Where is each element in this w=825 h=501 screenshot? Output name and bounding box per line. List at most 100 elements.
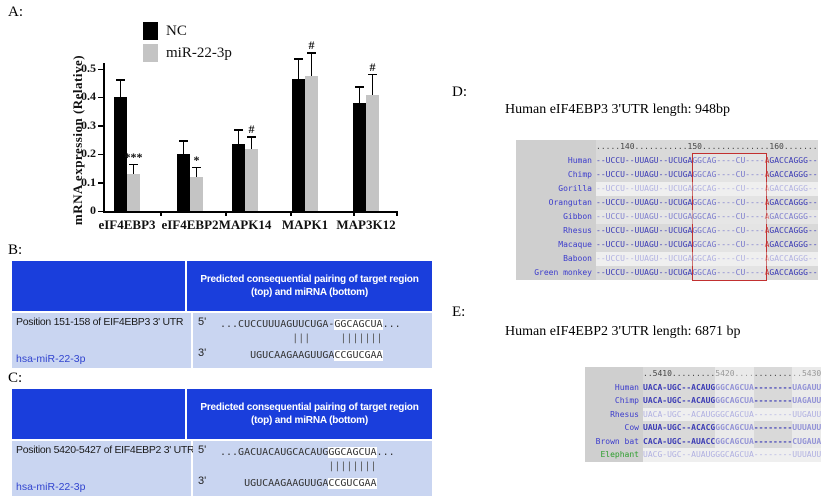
table-header: Predicted consequential pairing of targe… [12, 261, 432, 311]
species-sequence: UACG-UGC--AUAUGGGCAGCUA--------UUUAUU [643, 448, 822, 462]
bar-NC-MAP3K12 [353, 103, 366, 211]
error-bar [182, 141, 185, 155]
significance-marker: # [308, 38, 315, 53]
error-bar [132, 164, 135, 175]
species-name: Cow [585, 421, 643, 435]
table-header: Predicted consequential pairing of targe… [12, 389, 432, 439]
eif4ebp3-alignment: .....140...........150..............160.… [516, 140, 818, 281]
error-bar-cap [116, 79, 125, 81]
significance-marker: *** [124, 149, 143, 164]
conserved-red-base: A [764, 198, 770, 207]
bar-NC-eIF4EBP2 [177, 154, 190, 211]
table-header-empty-cell [12, 389, 187, 439]
conserved-red-base: A [764, 184, 770, 193]
mirna-sequence-line: 3' UGUCAAGAAGUUGACCGUCGAA [198, 475, 377, 489]
species-sequence: UAUA-UGC--ACACGGGCAGCUA--------UUUAUU [643, 421, 822, 435]
error-bar-cap [294, 58, 303, 60]
species-sequence: --UCCU--UUAGU--UCUGAGGCAG----CU----AGACC… [596, 266, 818, 280]
seed-highlight: CCGUCGAA [328, 478, 377, 489]
error-bar-cap [247, 136, 256, 138]
panel-b-label: B: [8, 242, 23, 258]
species-name: Green monkey [516, 266, 596, 280]
error-bar [371, 74, 374, 95]
legend-label-mir: miR-22-3p [166, 44, 232, 61]
species-sequence: --UCCU--UUAGU--UCUGAGGCAG----CU----AGACC… [596, 252, 818, 266]
alignment-row: Rhesus --UCCU--UUAGU--UCUGAGGCAG----CU---… [516, 224, 818, 238]
error-bar-cap [307, 52, 316, 54]
species-sequence: --UCCU--UUAGU--UCUGAGGCAG----CU----AGACC… [596, 210, 818, 224]
error-bar-cap [192, 166, 201, 169]
table-header-pairing-cell: Predicted consequential pairing of targe… [187, 389, 432, 439]
x-axis [103, 211, 397, 213]
error-bar [119, 80, 122, 98]
bar-chart: mRNA expression (Relative) NC miR-22-3p … [0, 0, 440, 245]
legend-item-nc: NC [143, 20, 232, 42]
target-position-label: Position 5420-5427 of EIF4EBP2 3' UTR [16, 444, 195, 456]
targetscan-table-eif4ebp2: Predicted consequential pairing of targe… [12, 389, 432, 496]
mirna-name: hsa-miR-22-3p [16, 481, 86, 493]
table-body: Position 151-158 of EIF4EBP3 3' UTR hsa-… [12, 311, 432, 368]
error-bar [250, 137, 253, 149]
category-label: eIF4EBP2 [161, 217, 219, 232]
conserved-red-base: A [764, 170, 770, 179]
y-tick [98, 153, 103, 156]
position-ruler: .....140...........150..............160.… [596, 140, 818, 154]
x-tick [396, 211, 398, 216]
species-sequence: --UCCU--UUAGU--UCUGAGGCAG----CU----AGACC… [596, 154, 818, 168]
y-tick-label: 0.1 [81, 174, 96, 189]
species-name: Orangutan [516, 196, 596, 210]
eif4ebp3-utr-title: Human eIF4EBP3 3'UTR length: 948bp [505, 102, 730, 117]
x-tick [290, 211, 292, 216]
species-name: Rhesus [516, 224, 596, 238]
eif4ebp2-alignment: ..5410.........5420..............5430 Hum… [585, 367, 822, 462]
pairing-bars-line: ||| ||||||| [220, 333, 383, 344]
species-sequence: --UCCU--UUAGU--UCUGAGGCAG----CU----AGACC… [596, 238, 818, 252]
legend-swatch-mir [143, 44, 158, 62]
alignment-row: Brown bat CACA-UGC--AUACCGGCAGCUA--------… [585, 434, 822, 448]
species-sequence: --UCCU--UUAGU--UCUGAGGCAG----CU----AGACC… [596, 168, 818, 182]
alignment-row: Human UACA-UGC--ACAUGGGCAGCUA--------UAGA… [585, 380, 822, 394]
panel-a-label: A: [8, 4, 23, 20]
bar-miR-22-3p-MAPK1 [305, 76, 318, 211]
significance-marker: * [193, 152, 200, 167]
species-name: Human [585, 380, 643, 394]
species-sequence: UACA-UGC--ACAUGGGCAGCUA--------UUGAUU [643, 407, 822, 421]
legend-item-mir: miR-22-3p [143, 42, 232, 64]
species-name: Brown bat [585, 434, 643, 448]
y-tick-label: 0.4 [81, 89, 96, 104]
target-sequence-line: 5' ...CUCCUUUAGUUCUGA-GGCAGCUA... [198, 316, 401, 330]
species-name: Rhesus [585, 407, 643, 421]
eif4ebp2-utr-title: Human eIF4EBP2 3'UTR length: 6871 bp [505, 324, 741, 339]
y-tick [98, 96, 103, 99]
category-label: MAPK14 [218, 217, 272, 232]
alignment-row: Macaque --UCCU--UUAGU--UCUGAGGCAG----CU--… [516, 238, 818, 252]
conserved-red-base: A [764, 212, 770, 221]
conserved-red-base: A [764, 254, 770, 263]
conserved-red-base: A [764, 156, 770, 165]
panel-c-label: C: [8, 370, 23, 386]
panel-e-label: E: [452, 304, 466, 320]
species-sequence: --UCCU--UUAGU--UCUGAGGCAG----CU----AGACC… [596, 196, 818, 210]
table-header-empty-cell [12, 261, 187, 311]
alignment-row: Chimp --UCCU--UUAGU--UCUGAGGCAG----CU----… [516, 168, 818, 182]
error-bar [237, 130, 240, 145]
target-position-label: Position 151-158 of EIF4EBP3 3' UTR [16, 316, 184, 328]
significance-marker: # [369, 59, 376, 74]
x-tick [225, 211, 227, 216]
alignment-row: Cow UAUA-UGC--ACACGGGCAGCUA--------UUUAUU [585, 421, 822, 435]
alignment-row: Human --UCCU--UUAGU--UCUGAGGCAG----CU----… [516, 154, 818, 168]
species-name: Baboon [516, 252, 596, 266]
error-bar-cap [179, 140, 188, 142]
alignment-row: Green monkey --UCCU--UUAGU--UCUGAGGCAG---… [516, 266, 818, 280]
alignment-ruler-row: .....140...........150..............160.… [516, 140, 818, 154]
species-name: Human [516, 154, 596, 168]
significance-marker: # [248, 122, 255, 137]
species-name: Macaque [516, 238, 596, 252]
species-name: Elephant [585, 448, 643, 462]
legend-label-nc: NC [166, 22, 187, 39]
species-name: Gorilla [516, 182, 596, 196]
y-tick [98, 210, 103, 212]
target-sequence-line: 5' ...GACUACAUGCACAUGGGCAGCUA... [198, 444, 395, 458]
alignment-row: Orangutan --UCCU--UUAGU--UCUGAGGCAG----CU… [516, 196, 818, 210]
